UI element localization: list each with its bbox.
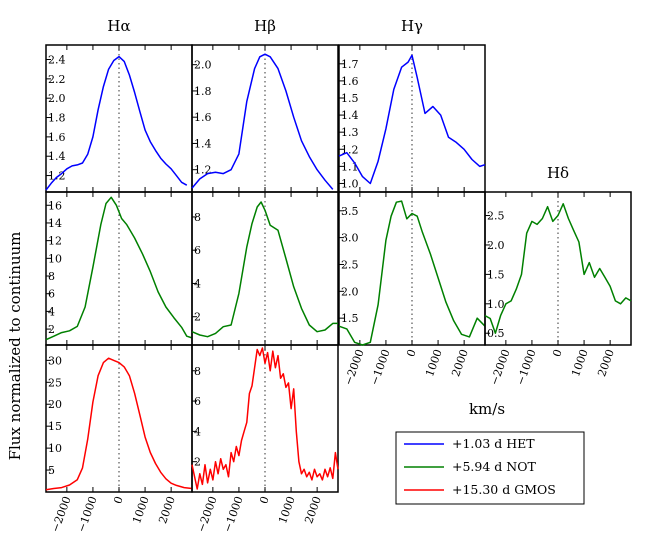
y-tick-label: 2.4: [48, 54, 66, 67]
y-tick-label: 25: [48, 376, 62, 389]
y-tick-label: 1.4: [48, 150, 66, 163]
y-tick-label: 6: [194, 244, 201, 257]
panel-title: Hδ: [547, 164, 569, 182]
figure-xlabel: km/s: [469, 400, 505, 418]
y-tick-label: 1.7: [341, 58, 359, 71]
y-tick-label: 1.5: [487, 268, 505, 281]
y-tick-label: 1.6: [194, 111, 212, 124]
x-tick-label: 2000: [595, 348, 617, 379]
x-tick-label: −1000: [368, 348, 393, 387]
y-tick-label: 1.1: [341, 160, 359, 173]
y-tick-label: 1.5: [341, 92, 359, 105]
y-tick-label: 2: [194, 456, 201, 469]
x-tick-label: 2000: [449, 348, 471, 379]
panel-Hgamma-NOT: 1.5 2.0 2.5 3.0 3.5 −2000 −1000 0 1000 2000: [338, 191, 486, 387]
panel-Hbeta-NOT: 2 4 6 8: [191, 191, 339, 346]
spectrum-line-Halpha-NOT: [45, 196, 193, 341]
y-tick-label: 10: [48, 252, 62, 265]
y-tick-label: 1.2: [194, 164, 212, 177]
y-tick-label: 6: [48, 288, 55, 301]
y-tick-label: 16: [48, 199, 62, 212]
spectrum-line-Hdelta-NOT: [484, 203, 632, 334]
figure-ylabel: Flux normalized to continuum: [6, 232, 24, 461]
y-tick-label: 8: [194, 211, 201, 224]
y-tick-label: 1.4: [194, 137, 212, 150]
x-tick-label: 2000: [156, 495, 178, 526]
spectrum-line-Halpha-GMOS: [45, 357, 193, 491]
y-tick-label: 1.6: [341, 75, 359, 88]
y-tick-label: 1.8: [48, 112, 66, 125]
y-tick-label: 3.0: [341, 232, 359, 245]
y-tick-label: 14: [48, 217, 62, 230]
x-tick-label: −2000: [488, 348, 513, 387]
y-tick-label: 2.5: [341, 258, 359, 271]
y-tick-label: 2: [48, 323, 55, 336]
spectrum-line-Hgamma-NOT: [338, 200, 486, 346]
panel-Hbeta-HET: 1.2 1.4 1.6 1.8 2.0 Hβ: [191, 17, 339, 193]
panel-Halpha-HET: 1.2 1.4 1.6 1.8 2.0 2.2 2.4 Hα: [45, 17, 193, 193]
x-tick-label: −2000: [342, 348, 367, 387]
x-tick-label: 1000: [130, 495, 152, 526]
panel-title: Hβ: [254, 17, 276, 35]
panel-Halpha-NOT: 2 4 6 8 10 12 14 16: [45, 191, 193, 346]
y-tick-label: 8: [48, 270, 55, 283]
panel-title: Hα: [107, 17, 130, 35]
spectrum-line-Hbeta-HET: [191, 53, 334, 190]
x-tick-label: −1000: [221, 495, 246, 534]
spectrum-line-Hgamma-HET: [338, 54, 486, 185]
y-tick-label: 4: [48, 305, 55, 318]
x-tick-label: 1000: [423, 348, 445, 379]
legend-label-het: +1.03 d HET: [452, 436, 535, 451]
y-tick-label: 2.0: [487, 239, 505, 252]
y-tick-label: 30: [48, 354, 62, 367]
y-tick-label: 1.6: [48, 131, 66, 144]
x-tick-label: −2000: [49, 495, 74, 534]
x-tick-label: −1000: [514, 348, 539, 387]
panel-Hgamma-HET: 1.01.11.21.31.41.51.61.7Hγ: [338, 17, 486, 193]
panel-Hbeta-GMOS: 2 4 6 8 −2000 −1000 0 1000 2000: [191, 344, 339, 534]
y-tick-label: 4: [194, 277, 201, 290]
y-tick-label: 2.0: [194, 59, 212, 72]
panel-title: Hγ: [401, 17, 423, 35]
y-tick-label: 5: [48, 464, 55, 477]
spectrum-line-Hbeta-NOT: [191, 201, 338, 338]
y-tick-label: 2: [194, 311, 201, 324]
y-tick-label: 20: [48, 398, 62, 411]
x-tick-label: 0: [404, 348, 419, 359]
y-tick-label: 1.5: [341, 312, 359, 325]
y-tick-label: 8: [194, 365, 201, 378]
legend: +1.03 d HET +5.94 d NOT +15.30 d GMOS: [395, 431, 585, 505]
legend-label-not: +5.94 d NOT: [452, 459, 536, 474]
legend-label-gmos: +15.30 d GMOS: [452, 482, 556, 497]
x-tick-label: 0: [111, 495, 126, 506]
x-tick-label: 2000: [302, 495, 324, 526]
x-tick-label: −2000: [195, 495, 220, 534]
spectrum-line-Hbeta-GMOS: [191, 347, 339, 490]
y-tick-label: 2.0: [341, 285, 359, 298]
x-tick-label: 0: [550, 348, 565, 359]
y-tick-label: 4: [194, 425, 201, 438]
x-tick-label: −1000: [75, 495, 100, 534]
y-tick-label: 15: [48, 420, 62, 433]
y-tick-label: 3.5: [341, 205, 359, 218]
y-tick-label: 1.2: [48, 170, 66, 183]
y-tick-label: 10: [48, 442, 62, 455]
x-tick-label: 0: [257, 495, 272, 506]
spectrum-line-Halpha-HET: [45, 55, 188, 191]
x-tick-label: 1000: [569, 348, 591, 379]
panel-Halpha-GMOS: 5 10 15 20 25 30 −2000 −1000 0 1000 2000: [45, 344, 193, 534]
y-tick-label: 1.3: [341, 126, 359, 139]
y-tick-label: 2.5: [487, 210, 505, 223]
y-tick-label: 6: [194, 395, 201, 408]
y-tick-label: 2.0: [48, 92, 66, 105]
y-tick-label: 12: [48, 235, 62, 248]
y-tick-label: 1.8: [194, 85, 212, 98]
x-tick-label: 1000: [276, 495, 298, 526]
y-tick-label: 2.2: [48, 73, 66, 86]
y-tick-label: 1.4: [341, 109, 359, 122]
y-tick-label: 1.0: [341, 177, 359, 190]
y-tick-label: 1.0: [487, 298, 505, 311]
